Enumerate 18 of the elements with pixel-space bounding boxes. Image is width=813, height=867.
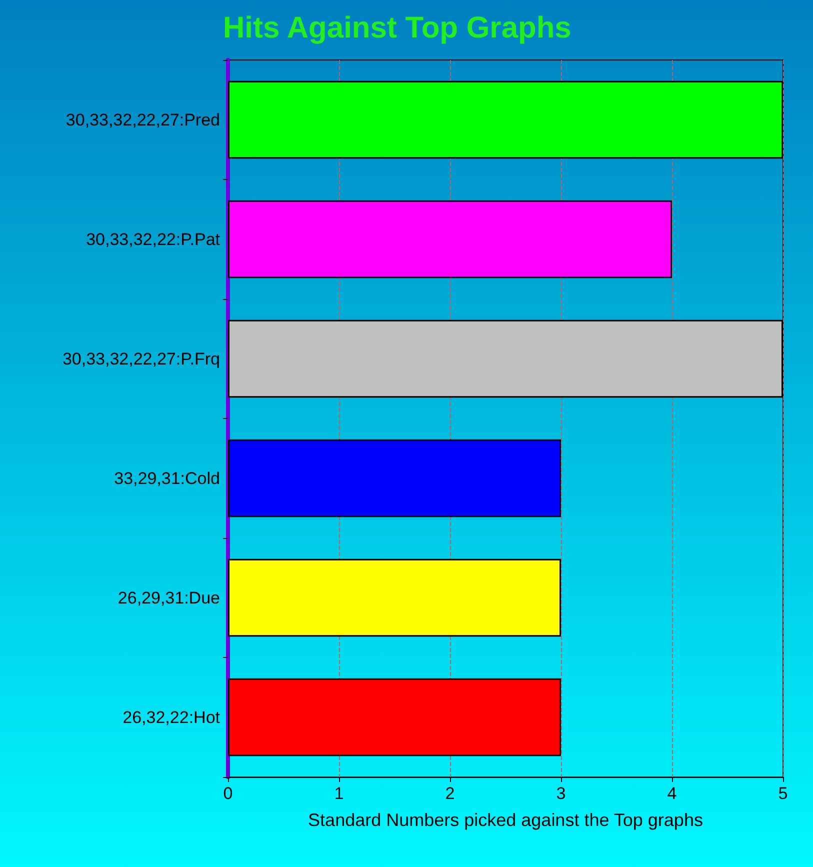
chart-title: Hits Against Top Graphs (223, 12, 572, 44)
bar (228, 439, 561, 518)
y-tick-label: 30,33,32,22,27:P.Frq (62, 349, 220, 368)
x-tick-label: 0 (223, 784, 233, 803)
x-tick-label: 1 (334, 784, 344, 803)
y-tick-label: 26,32,22:Hot (122, 708, 220, 727)
bar (228, 558, 561, 637)
y-tick-label: 26,29,31:Due (118, 588, 220, 608)
x-axis-title: Standard Numbers picked against the Top graphs (308, 810, 703, 830)
y-tick-label: 30,33,32,22,27:Pred (66, 110, 220, 130)
x-tick-label: 4 (667, 784, 677, 803)
y-tick-label: 30,33,32,22:P.Pat (86, 230, 220, 249)
bar (228, 200, 672, 278)
x-tick-label: 3 (556, 784, 566, 803)
x-tick-label: 2 (445, 784, 455, 803)
bar (228, 678, 561, 756)
y-tick-label: 33,29,31:Cold (114, 468, 220, 488)
x-tick-label: 5 (778, 784, 788, 803)
